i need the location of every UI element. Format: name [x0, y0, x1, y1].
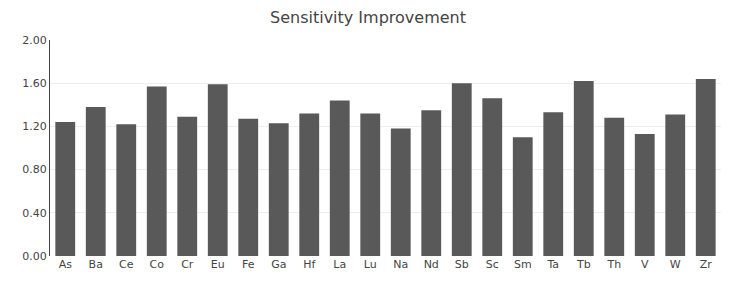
- svg-text:Nd: Nd: [424, 258, 439, 271]
- svg-text:Fe: Fe: [242, 258, 255, 271]
- svg-text:Cr: Cr: [181, 258, 194, 271]
- svg-text:Zr: Zr: [700, 258, 713, 271]
- svg-text:Lu: Lu: [364, 258, 377, 271]
- svg-text:1.60: 1.60: [22, 77, 47, 90]
- svg-text:0.80: 0.80: [22, 163, 47, 176]
- svg-text:W: W: [670, 258, 681, 271]
- svg-text:Sb: Sb: [455, 258, 469, 271]
- svg-text:Hf: Hf: [303, 258, 316, 271]
- svg-text:Ce: Ce: [119, 258, 134, 271]
- svg-text:La: La: [333, 258, 346, 271]
- svg-text:Ta: Ta: [546, 258, 559, 271]
- svg-text:Ba: Ba: [89, 258, 103, 271]
- svg-text:Sm: Sm: [514, 258, 532, 271]
- svg-text:V: V: [641, 258, 649, 271]
- svg-text:Na: Na: [393, 258, 408, 271]
- svg-text:2.00: 2.00: [22, 34, 47, 47]
- svg-text:Sc: Sc: [486, 258, 499, 271]
- svg-text:Co: Co: [150, 258, 165, 271]
- svg-text:0.40: 0.40: [22, 207, 47, 220]
- svg-text:Ga: Ga: [271, 258, 286, 271]
- svg-text:0.00: 0.00: [22, 250, 47, 263]
- svg-text:Th: Th: [606, 258, 621, 271]
- svg-text:1.20: 1.20: [22, 120, 47, 133]
- svg-text:Sensitivity Improvement: Sensitivity Improvement: [270, 8, 466, 27]
- svg-text:As: As: [59, 258, 73, 271]
- svg-text:Tb: Tb: [576, 258, 591, 271]
- svg-text:Eu: Eu: [211, 258, 225, 271]
